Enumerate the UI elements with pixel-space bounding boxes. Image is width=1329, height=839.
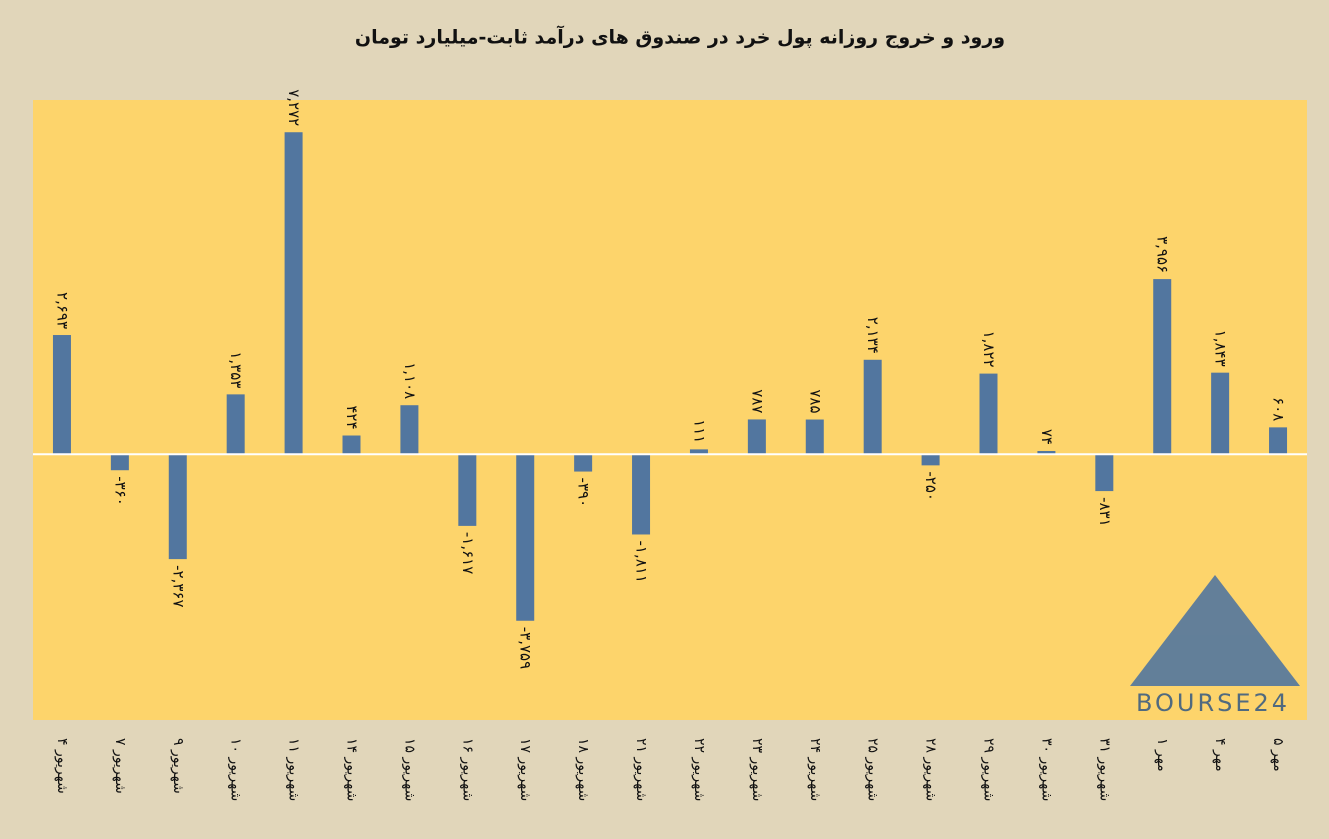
data-label: ۷۸۵ [806,389,824,413]
bar [516,454,535,621]
data-label: ۱,۱۰۸ [401,362,419,399]
x-tick-label: ۲۹ شهریور [981,738,997,801]
x-tick-label: ۱۱ شهریور [286,738,302,801]
plot-area [33,100,1307,720]
data-label: ۱,۸۴۳ [1212,330,1230,367]
bar [863,359,882,455]
bar [1153,279,1172,455]
bar [1037,451,1056,455]
data-label: -۸۳۱ [1096,497,1114,527]
data-label: -۳,۷۵۹ [517,627,535,669]
data-label: ۷,۲۷۲ [285,89,303,126]
watermark: BOURSE24 [1136,689,1290,717]
x-tick-label: ۳۱ شهریور [1096,738,1112,801]
x-tick-label: ۲۲ شهریور [691,738,707,801]
bar [52,335,71,455]
logo: BOURSE24 [1130,575,1300,717]
data-label: -۳۶۰ [111,476,129,506]
bar [1095,454,1114,492]
bar [342,435,361,455]
x-tick-label: ۹ شهریور [170,738,186,794]
x-tick-label: ۵ مهر [1270,738,1286,772]
bar [979,373,998,455]
bar [805,419,824,455]
x-tick-label: ۱۵ شهریور [401,738,417,801]
bar [747,419,766,455]
x-tick-label: ۲۱ شهریور [633,738,649,801]
data-label: ۳,۹۵۶ [1154,236,1172,273]
bar [400,405,419,455]
x-tick-label: ۱۴ شهریور [344,738,360,801]
logo-triangle [1130,575,1300,686]
x-tick-label: ۱۶ شهریور [459,738,475,801]
data-label: -۱,۸۱۱ [633,540,651,582]
bar [168,454,187,560]
x-tick-label: ۲۸ شهریور [923,738,939,801]
x-tick-label: ۴ شهریور [54,738,70,794]
bar [226,394,245,455]
bar [574,454,593,472]
data-label: -۳۹۰ [575,478,593,508]
x-tick-label: ۱۰ شهریور [228,738,244,801]
x-tick-label: ۱ مهر [1154,738,1170,772]
x-tick-label: ۱۸ شهریور [575,738,591,801]
data-label: -۲,۳۶۷ [169,565,187,607]
data-label: ۱۱۱ [690,419,708,443]
data-label: ۱,۸۲۲ [980,331,998,368]
data-label: ۶۰۸ [1270,397,1288,421]
data-label: ۲,۶۹۳ [53,292,71,329]
data-label: ۷۴ [1038,429,1056,445]
bar [284,132,303,455]
bar [921,454,940,466]
x-tick-label: ۴ مهر [1212,738,1228,772]
data-label: -۱,۶۱۷ [459,532,477,574]
bar [110,454,129,471]
bar [689,449,708,455]
x-tick-label: ۲۵ شهریور [865,738,881,801]
bar [458,454,477,526]
x-tick-label: ۷ شهریور [112,738,128,794]
chart-title: ورود و خروج روزانه پول خرد در صندوق های … [355,25,1005,49]
data-label: ۲,۱۳۴ [864,317,882,354]
x-tick-label: ۲۴ شهریور [807,738,823,801]
data-label: ۱,۳۵۳ [227,351,245,388]
data-label: -۲۵۰ [922,471,940,501]
x-tick-label: ۲۳ شهریور [749,738,765,801]
bar [632,454,651,535]
data-label: ۴۲۴ [343,405,361,429]
bar [1269,427,1288,455]
x-tick-label: ۱۷ شهریور [517,738,533,801]
bar [1211,372,1230,455]
data-label: ۷۸۷ [748,389,766,413]
x-tick-label: ۳۰ شهریور [1038,738,1054,801]
